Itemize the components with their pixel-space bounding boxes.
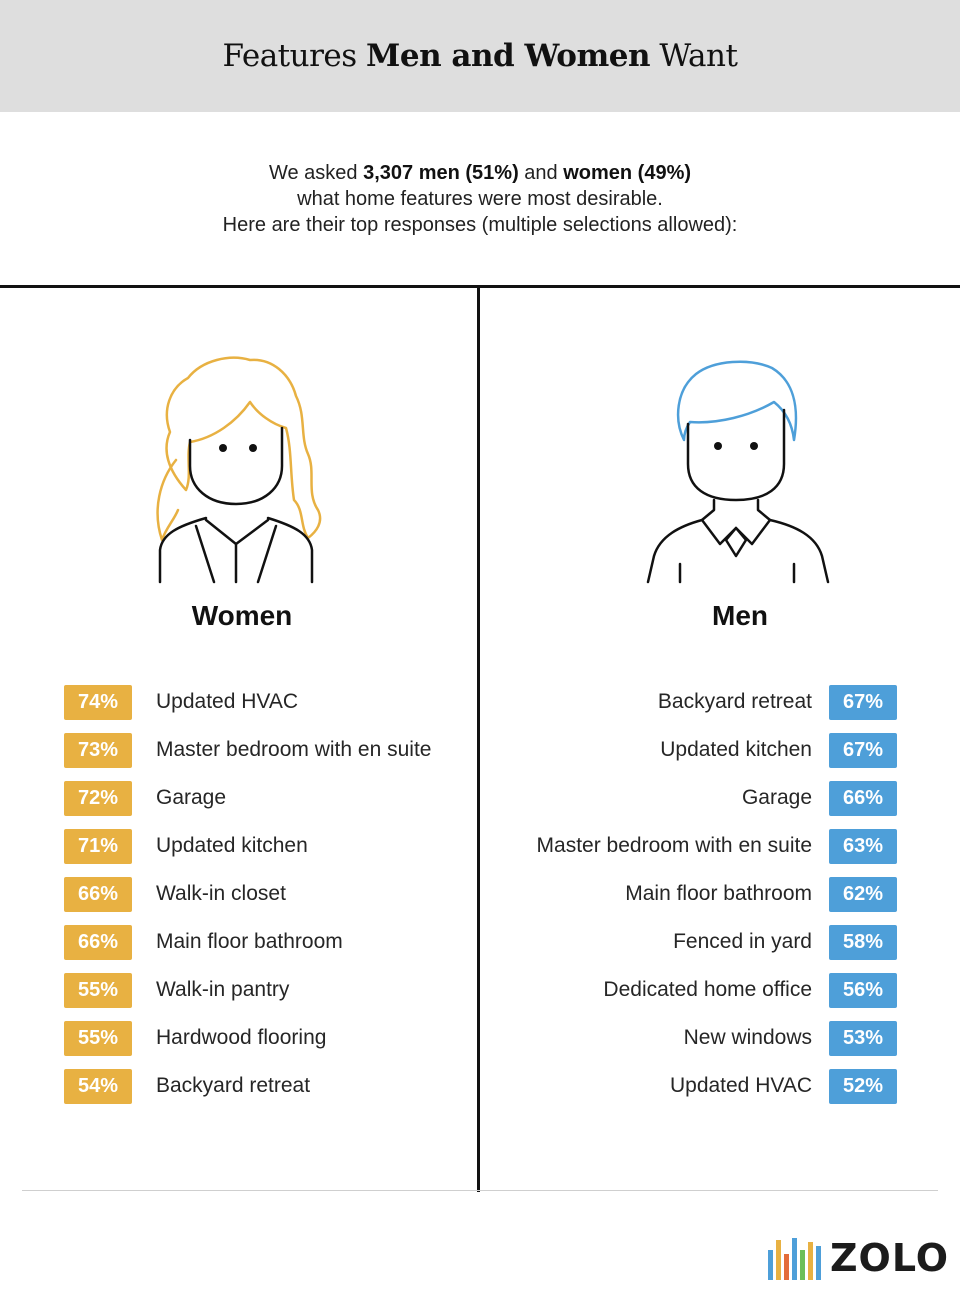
- list-item: Master bedroom with en suite 63%: [500, 829, 897, 877]
- title-part-2: Want: [650, 38, 738, 74]
- woman-avatar-icon: [140, 350, 340, 595]
- list-item: 66% Walk-in closet: [64, 877, 474, 925]
- feature-label: Updated HVAC: [156, 690, 299, 713]
- list-item: Dedicated home office 56%: [500, 973, 897, 1021]
- feature-label: Backyard retreat: [156, 1074, 311, 1097]
- title-part-1: Features: [222, 38, 367, 74]
- feature-label: Main floor bathroom: [156, 930, 343, 953]
- percent-badge: 54%: [64, 1069, 132, 1104]
- women-heading: Women: [191, 600, 293, 631]
- intro-text: We asked 3,307 men (51%) and women (49%)…: [0, 160, 960, 238]
- percent-badge: 67%: [829, 733, 897, 768]
- intro-line-1: We asked 3,307 men (51%) and women (49%): [0, 160, 960, 186]
- list-item: Fenced in yard 58%: [500, 925, 897, 973]
- percent-badge: 56%: [829, 973, 897, 1008]
- feature-label: New windows: [683, 1026, 812, 1049]
- zolo-bars-logo-icon: [768, 1236, 824, 1280]
- list-item: Garage 66%: [500, 781, 897, 829]
- percent-badge: 74%: [64, 685, 132, 720]
- intro-line-2: what home features were most desirable.: [297, 188, 663, 210]
- list-item: 54% Backyard retreat: [64, 1069, 474, 1117]
- feature-label: Master bedroom with en suite: [536, 834, 812, 857]
- intro-text-c: and: [518, 162, 564, 184]
- zolo-logo: ZOLO: [768, 1236, 949, 1280]
- list-item: Updated kitchen 67%: [500, 733, 897, 781]
- feature-label: Backyard retreat: [657, 690, 812, 713]
- page-title: Features Men and Women Want: [223, 38, 738, 74]
- feature-label: Garage: [156, 786, 227, 809]
- intro-men-count: 3,307 men (51%): [363, 162, 519, 184]
- list-item: Updated HVAC 52%: [500, 1069, 897, 1117]
- list-item: 74% Updated HVAC: [64, 685, 474, 733]
- list-item: 71% Updated kitchen: [64, 829, 474, 877]
- men-feature-list: Backyard retreat 67% Updated kitchen 67% G…: [500, 685, 897, 1117]
- percent-badge: 73%: [64, 733, 132, 768]
- percent-badge: 66%: [829, 781, 897, 816]
- percent-badge: 71%: [64, 829, 132, 864]
- intro-women-count: women (49%): [563, 162, 692, 184]
- footer-divider: [22, 1190, 938, 1191]
- feature-label: Hardwood flooring: [156, 1026, 327, 1049]
- percent-badge: 53%: [829, 1021, 897, 1056]
- men-heading: Men: [712, 600, 768, 631]
- list-item: 72% Garage: [64, 781, 474, 829]
- percent-badge: 55%: [64, 973, 132, 1008]
- percent-badge: 67%: [829, 685, 897, 720]
- percent-badge: 55%: [64, 1021, 132, 1056]
- feature-label: Garage: [741, 786, 812, 809]
- intro-text-a: We asked: [268, 162, 364, 184]
- list-item: 55% Walk-in pantry: [64, 973, 474, 1021]
- percent-badge: 66%: [64, 925, 132, 960]
- percent-badge: 72%: [64, 781, 132, 816]
- list-item: 73% Master bedroom with en suite: [64, 733, 474, 781]
- feature-label: Master bedroom with en suite: [156, 738, 432, 761]
- feature-label: Walk-in pantry: [156, 978, 290, 1001]
- women-feature-list: 74% Updated HVAC 73% Master bedroom with e…: [64, 685, 474, 1117]
- intro-line-3: Here are their top responses (multiple s…: [222, 214, 738, 236]
- percent-badge: 62%: [829, 877, 897, 912]
- feature-label: Updated kitchen: [660, 738, 812, 761]
- feature-label: Updated kitchen: [156, 834, 308, 857]
- percent-badge: 66%: [64, 877, 132, 912]
- title-bold: Men and Women: [366, 38, 651, 74]
- logo-text: ZOLO: [830, 1236, 950, 1280]
- percent-badge: 58%: [829, 925, 897, 960]
- horizontal-divider: [0, 285, 960, 288]
- header-banner: Features Men and Women Want: [0, 0, 960, 112]
- list-item: 55% Hardwood flooring: [64, 1021, 474, 1069]
- list-item: Main floor bathroom 62%: [500, 877, 897, 925]
- feature-label: Dedicated home office: [603, 978, 812, 1001]
- man-avatar-icon: [640, 350, 840, 595]
- list-item: New windows 53%: [500, 1021, 897, 1069]
- feature-label: Updated HVAC: [669, 1074, 812, 1097]
- list-item: 66% Main floor bathroom: [64, 925, 474, 973]
- vertical-divider: [477, 288, 480, 1192]
- feature-label: Walk-in closet: [156, 882, 286, 905]
- percent-badge: 63%: [829, 829, 897, 864]
- percent-badge: 52%: [829, 1069, 897, 1104]
- feature-label: Main floor bathroom: [625, 882, 812, 905]
- feature-label: Fenced in yard: [673, 930, 812, 953]
- list-item: Backyard retreat 67%: [500, 685, 897, 733]
